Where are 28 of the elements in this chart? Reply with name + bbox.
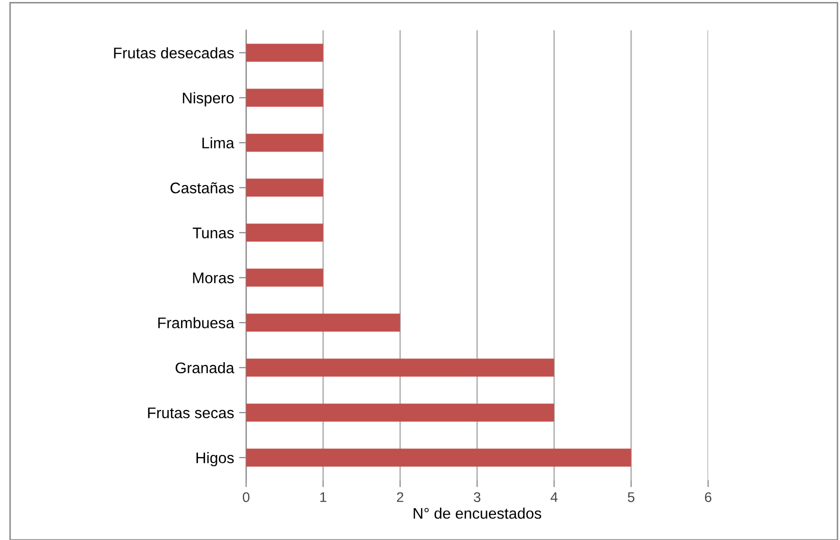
bar — [246, 134, 324, 152]
x-tick-label: 6 — [704, 492, 712, 502]
x-axis-title: N° de encuestados — [414, 508, 542, 519]
x-tick-label: 0 — [242, 492, 250, 502]
y-tick-label: Castañas — [170, 182, 234, 194]
y-tick-label: Tunas — [192, 228, 234, 238]
bar — [246, 44, 324, 62]
x-tick-label: 5 — [628, 492, 634, 502]
x-tick-label: 2 — [396, 492, 404, 502]
y-tick-label: Frutas desecadas — [114, 47, 234, 58]
bar — [246, 404, 554, 422]
bar — [246, 268, 324, 287]
y-tick-label: Higos — [196, 452, 234, 466]
y-tick-label: Granada — [176, 362, 234, 374]
y-tick-label: Moras — [193, 272, 234, 284]
x-tick-label: 1 — [320, 492, 326, 502]
bar — [246, 448, 632, 467]
x-tick-label: 4 — [550, 492, 558, 502]
bar — [246, 358, 554, 377]
y-tick-label: Lima — [202, 137, 234, 148]
y-tick-label: Nispero — [182, 92, 234, 106]
bar — [246, 178, 324, 197]
bar — [246, 314, 400, 332]
bar — [246, 224, 324, 242]
x-tick-label: 3 — [474, 492, 480, 502]
y-tick-label: Frutas secas — [148, 408, 234, 418]
y-tick-label: Frambuesa — [158, 317, 234, 328]
bar — [246, 88, 324, 107]
